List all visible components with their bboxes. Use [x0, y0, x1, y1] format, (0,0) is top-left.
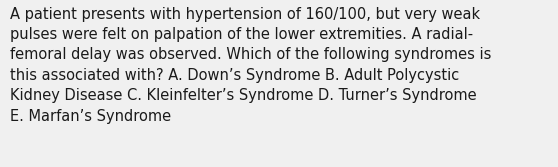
Text: A patient presents with hypertension of 160/100, but very weak
pulses were felt : A patient presents with hypertension of …: [10, 7, 492, 124]
